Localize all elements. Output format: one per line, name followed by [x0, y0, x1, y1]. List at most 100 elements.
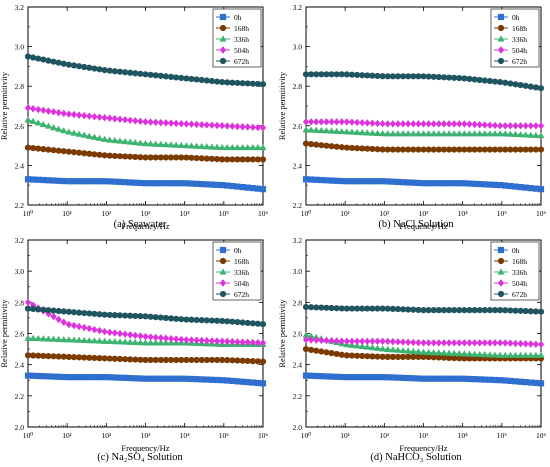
data-point	[183, 375, 190, 382]
data-point	[394, 374, 402, 381]
data-point	[399, 374, 407, 381]
data-point	[425, 146, 432, 153]
data-point	[532, 122, 539, 130]
data-point	[537, 380, 545, 387]
data-point	[399, 338, 407, 346]
data-point	[224, 79, 231, 86]
data-point	[101, 355, 108, 362]
data-point	[435, 307, 442, 314]
data-point	[425, 120, 432, 128]
data-point	[55, 307, 62, 315]
data-point	[308, 372, 315, 379]
data-point	[244, 184, 251, 191]
data-point	[24, 104, 32, 112]
data-point	[313, 304, 320, 311]
series-336h	[24, 116, 267, 151]
legend-marker	[219, 290, 227, 298]
data-point	[254, 379, 261, 387]
data-point	[30, 144, 37, 152]
data-point	[91, 65, 98, 72]
data-point	[101, 311, 108, 318]
data-point	[106, 337, 114, 345]
data-point	[203, 376, 210, 383]
y-tick-label: 2.4	[15, 361, 25, 370]
data-point	[461, 120, 468, 128]
data-point	[302, 331, 310, 338]
y-tick-label: 3.0	[293, 43, 303, 52]
data-point	[359, 352, 366, 360]
data-point	[440, 180, 448, 187]
data-point	[208, 181, 216, 188]
legend-label: 336h	[512, 35, 527, 44]
data-point	[527, 146, 534, 153]
data-point	[461, 146, 468, 153]
data-point	[517, 81, 524, 89]
data-point	[425, 73, 432, 80]
data-point	[420, 146, 427, 153]
data-point	[517, 183, 524, 191]
data-point	[136, 139, 144, 146]
data-point	[116, 374, 124, 381]
data-point	[430, 73, 437, 80]
data-point	[137, 117, 144, 126]
data-point	[244, 143, 252, 151]
data-point	[420, 375, 427, 382]
data-point	[244, 156, 251, 163]
data-point	[440, 146, 448, 153]
data-point	[254, 185, 261, 192]
data-point	[374, 374, 381, 381]
data-point	[410, 306, 417, 313]
legend-label: 672h	[512, 290, 527, 299]
data-point	[348, 71, 356, 78]
legend-label: 672h	[512, 57, 527, 66]
data-point	[96, 311, 103, 318]
data-point	[497, 377, 504, 384]
data-point	[399, 120, 407, 128]
data-point	[389, 130, 397, 137]
data-point	[178, 180, 185, 187]
data-point	[213, 317, 221, 324]
data-point	[259, 358, 267, 365]
data-point	[532, 308, 539, 315]
data-point	[451, 74, 458, 81]
data-point	[399, 179, 407, 186]
data-point	[106, 328, 113, 337]
data-point	[35, 105, 42, 114]
x-tick-label: 10⁵	[497, 209, 508, 218]
y-tick-label: 3.2	[15, 236, 25, 245]
data-point	[229, 79, 236, 86]
legend: 0h 168h 336h 504h 672h	[490, 8, 540, 68]
data-point	[173, 154, 180, 161]
data-point	[328, 337, 335, 345]
data-point	[203, 317, 210, 324]
data-point	[40, 56, 47, 63]
data-point	[147, 333, 154, 341]
data-point	[219, 337, 226, 345]
x-tick-label: 10⁴	[180, 431, 191, 440]
data-point	[40, 373, 47, 380]
data-point	[461, 375, 468, 382]
data-point	[91, 354, 98, 362]
data-point	[35, 372, 42, 380]
data-point	[318, 71, 325, 78]
data-point	[466, 75, 473, 83]
data-point	[328, 143, 335, 150]
data-point	[307, 126, 315, 133]
x-tick-label: 10⁴	[180, 209, 191, 218]
y-tick-label: 2.0	[15, 423, 25, 432]
x-tick-label: 10⁵	[497, 431, 508, 440]
data-point	[440, 349, 448, 356]
data-point	[132, 179, 139, 186]
data-point	[65, 308, 72, 315]
data-point	[409, 347, 417, 354]
data-point	[369, 305, 376, 312]
data-point	[213, 143, 221, 150]
data-point	[75, 130, 83, 137]
data-point	[34, 119, 42, 126]
data-point	[75, 322, 83, 331]
data-point	[527, 83, 534, 90]
data-point	[405, 179, 412, 186]
data-point	[369, 337, 376, 345]
y-tick-label: 3.2	[15, 3, 25, 12]
data-point	[394, 130, 402, 137]
